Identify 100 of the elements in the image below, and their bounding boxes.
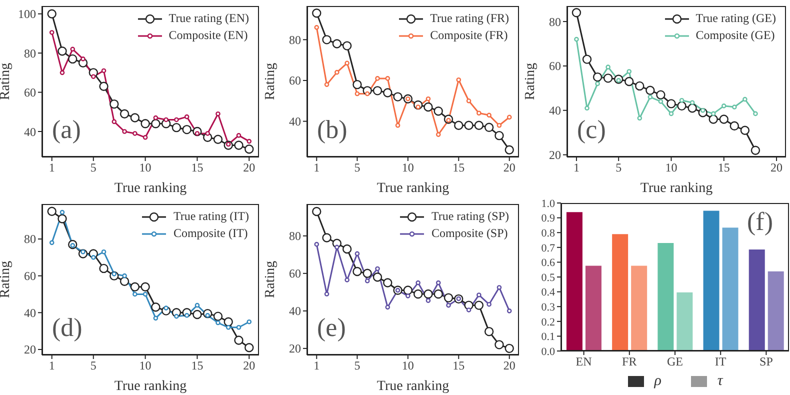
point xyxy=(466,98,472,104)
x-tick-label: 15 xyxy=(191,358,204,373)
bar xyxy=(658,242,674,351)
point xyxy=(354,91,360,96)
point xyxy=(184,313,190,318)
point xyxy=(474,120,484,130)
point xyxy=(635,81,644,91)
x-tick-label: 20 xyxy=(503,160,516,175)
y-tick-label: 0.9 xyxy=(541,212,556,225)
point xyxy=(595,81,600,86)
y-tick-label: 80 xyxy=(289,229,301,244)
point xyxy=(58,214,67,224)
point xyxy=(110,99,119,109)
point xyxy=(496,285,502,290)
x-tick-label: 20 xyxy=(503,358,516,373)
y-tick-label: 40 xyxy=(289,114,301,129)
x-axis-title: True ranking xyxy=(640,181,713,196)
y-tick-label: 60 xyxy=(24,269,36,284)
point xyxy=(164,117,168,122)
point xyxy=(385,76,390,81)
point xyxy=(656,90,666,100)
point xyxy=(732,104,737,110)
point xyxy=(383,278,392,288)
y-tick-label: 80 xyxy=(24,46,36,60)
point xyxy=(174,117,179,122)
point xyxy=(334,70,340,75)
point xyxy=(424,289,433,299)
point xyxy=(324,82,330,87)
x-axis-title: True ranking xyxy=(376,379,450,394)
point xyxy=(216,111,220,116)
point xyxy=(466,308,472,312)
bar xyxy=(676,292,693,351)
annotation: (a) xyxy=(52,115,81,145)
y-axis-title: Rating xyxy=(0,260,13,298)
y-tick-label: 60 xyxy=(289,74,301,88)
point xyxy=(364,278,370,284)
point xyxy=(688,104,697,113)
point xyxy=(99,264,108,274)
point xyxy=(750,146,760,155)
point xyxy=(375,266,380,272)
point xyxy=(58,46,67,56)
point xyxy=(496,122,502,128)
point xyxy=(416,280,420,286)
legend-label: Composite (FR) xyxy=(430,28,508,43)
x-tick-label: 5 xyxy=(354,358,360,373)
point xyxy=(101,249,106,254)
point xyxy=(122,273,127,278)
point xyxy=(413,289,423,299)
x-tick-label: 10 xyxy=(139,160,152,175)
point xyxy=(504,145,514,154)
point xyxy=(132,131,138,136)
point xyxy=(476,292,482,298)
point xyxy=(385,304,390,310)
point xyxy=(60,210,65,215)
point xyxy=(101,68,106,74)
legend-label: True rating (GE) xyxy=(696,11,776,26)
point xyxy=(506,308,512,314)
point xyxy=(648,94,653,100)
point xyxy=(244,144,254,154)
point xyxy=(436,280,441,286)
y-axis-title: Rating xyxy=(0,62,13,100)
point xyxy=(603,74,613,83)
point xyxy=(244,343,254,352)
point xyxy=(344,278,350,282)
y-tick-label: 100 xyxy=(18,7,36,22)
point xyxy=(446,302,451,308)
point xyxy=(47,9,56,18)
point xyxy=(426,96,431,102)
bar xyxy=(612,234,628,351)
point xyxy=(424,102,433,112)
point xyxy=(332,39,342,48)
point xyxy=(486,112,492,118)
point xyxy=(172,122,182,132)
y-tick-label: 40 xyxy=(24,124,36,139)
point xyxy=(112,119,117,124)
y-axis-title: Rating xyxy=(262,260,278,298)
point xyxy=(47,206,56,216)
x-tick-label: 5 xyxy=(616,160,622,175)
y-tick-label: 20 xyxy=(549,148,561,162)
point xyxy=(574,36,579,42)
point xyxy=(606,64,610,70)
point xyxy=(474,300,484,310)
point xyxy=(666,99,676,108)
point xyxy=(624,76,634,86)
point xyxy=(646,86,655,95)
y-tick-label: 0.2 xyxy=(541,316,555,328)
point xyxy=(742,96,748,102)
legend-label: True rating (SP) xyxy=(431,209,509,224)
point xyxy=(334,244,340,250)
point xyxy=(730,121,740,131)
point xyxy=(494,130,504,140)
point xyxy=(434,289,443,299)
x-tick-label: 10 xyxy=(402,160,414,175)
legend-label: Composite (IT) xyxy=(173,226,248,241)
point xyxy=(153,115,158,120)
bar xyxy=(585,266,602,351)
point xyxy=(90,74,96,79)
y-tick-label: 80 xyxy=(549,14,561,29)
point xyxy=(153,316,158,321)
point xyxy=(246,319,252,324)
